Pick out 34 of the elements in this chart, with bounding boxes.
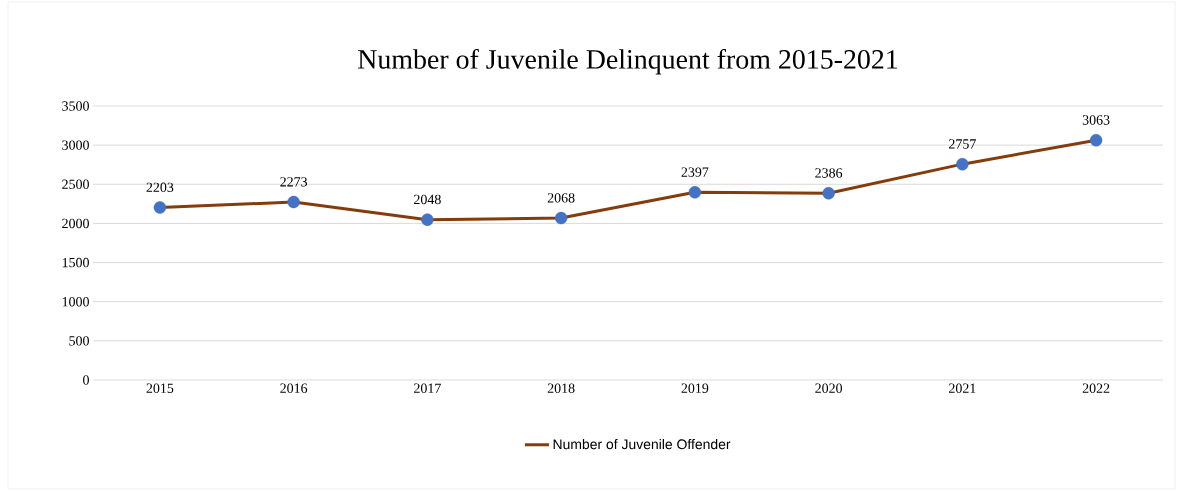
point xyxy=(421,213,434,226)
x-tick-label: 2021 xyxy=(949,383,976,393)
data-label: 2397 xyxy=(681,167,709,177)
point xyxy=(1089,134,1103,147)
legend-label: Number of Juvenile Offender xyxy=(553,438,731,450)
data-label: 2048 xyxy=(414,194,441,205)
data-label: 2757 xyxy=(949,139,976,149)
y-tick-label: 2500 xyxy=(62,179,89,189)
data-label: 2203 xyxy=(146,182,174,193)
y-tick-label: 1500 xyxy=(62,257,89,268)
point xyxy=(822,187,835,200)
data-label: 3063 xyxy=(1082,115,1110,125)
y-tick-label: 3500 xyxy=(62,101,89,111)
point xyxy=(688,186,702,199)
point xyxy=(287,195,300,209)
point xyxy=(554,211,568,225)
data-label: 2386 xyxy=(815,168,843,178)
x-tick-label: 2022 xyxy=(1082,383,1110,393)
data-label: 2068 xyxy=(547,193,575,203)
x-tick-label: 2020 xyxy=(815,383,843,393)
y-tick-label: 1000 xyxy=(62,296,89,307)
point xyxy=(956,157,969,171)
x-tick-label: 2016 xyxy=(280,383,308,393)
y-tick-label: 3000 xyxy=(62,140,89,150)
point xyxy=(153,201,167,214)
chart-title: Number of Juvenile Delinquent from 2015-2021 xyxy=(358,48,898,75)
y-tick-label: 500 xyxy=(69,336,89,346)
x-tick-label: 2018 xyxy=(547,383,575,393)
y-tick-label: 2000 xyxy=(62,218,89,229)
x-tick-label: 2017 xyxy=(414,383,441,393)
x-tick-label: 2015 xyxy=(146,383,174,393)
x-tick-label: 2019 xyxy=(681,383,709,393)
y-tick-label: 0 xyxy=(83,375,89,385)
data-label: 2273 xyxy=(280,177,308,187)
